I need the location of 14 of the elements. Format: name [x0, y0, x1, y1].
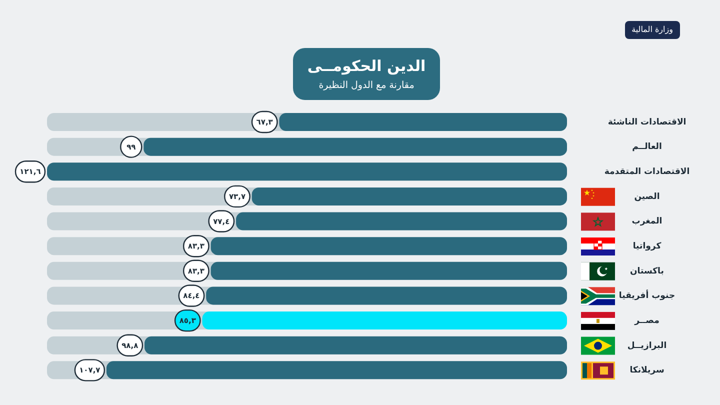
y-tick-label: البرازيــل	[627, 340, 667, 351]
y-tick-label: سريلانكا	[630, 366, 664, 376]
y-tick-label: الاقتصادات الناشئة	[608, 117, 686, 128]
chart-title: الدين الحكومــى	[306, 56, 427, 74]
chart-subtitle: مقارنة مع الدول النظيرة	[318, 80, 416, 92]
y-tick-label: باكستان	[630, 266, 664, 276]
y-tick-label: العالــم	[632, 142, 662, 152]
text: وزارة المالية	[624, 21, 680, 39]
y-tick-label: الصين	[634, 192, 660, 202]
y-tick-label: المغرب	[632, 216, 662, 227]
y-tick-label: جنوب أفريقيا	[618, 289, 676, 302]
y-tick-label: الاقتصادات المتقدمة	[604, 167, 690, 178]
y-tick-label: مصــر	[634, 316, 660, 326]
y-tick-label: كرواتيا	[632, 242, 662, 252]
